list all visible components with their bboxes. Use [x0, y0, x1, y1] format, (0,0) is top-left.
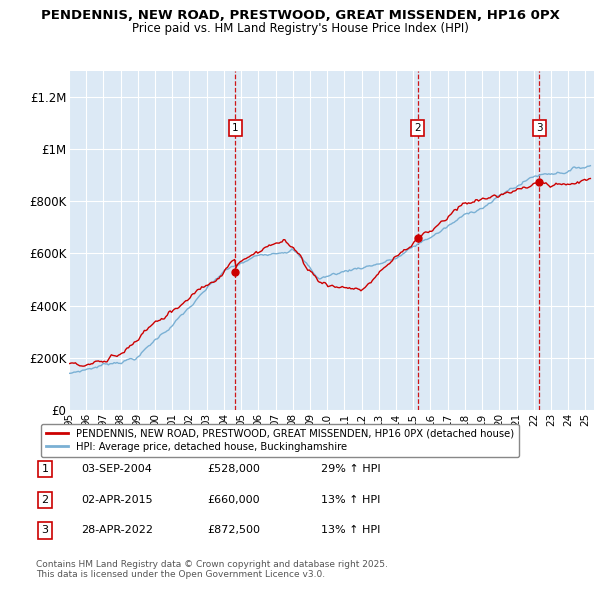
- Text: 13% ↑ HPI: 13% ↑ HPI: [321, 495, 380, 504]
- Text: £528,000: £528,000: [207, 464, 260, 474]
- Text: 1: 1: [232, 123, 239, 133]
- Text: 3: 3: [41, 526, 49, 535]
- Text: 29% ↑ HPI: 29% ↑ HPI: [321, 464, 380, 474]
- Text: Contains HM Land Registry data © Crown copyright and database right 2025.
This d: Contains HM Land Registry data © Crown c…: [36, 560, 388, 579]
- Text: £872,500: £872,500: [207, 526, 260, 535]
- Text: 13% ↑ HPI: 13% ↑ HPI: [321, 526, 380, 535]
- Text: 2: 2: [41, 495, 49, 504]
- Text: 3: 3: [536, 123, 543, 133]
- Text: 02-APR-2015: 02-APR-2015: [81, 495, 152, 504]
- Text: 2: 2: [414, 123, 421, 133]
- Text: 28-APR-2022: 28-APR-2022: [81, 526, 153, 535]
- Text: Price paid vs. HM Land Registry's House Price Index (HPI): Price paid vs. HM Land Registry's House …: [131, 22, 469, 35]
- Text: PENDENNIS, NEW ROAD, PRESTWOOD, GREAT MISSENDEN, HP16 0PX: PENDENNIS, NEW ROAD, PRESTWOOD, GREAT MI…: [41, 9, 559, 22]
- Text: 03-SEP-2004: 03-SEP-2004: [81, 464, 152, 474]
- Text: 1: 1: [41, 464, 49, 474]
- Legend: PENDENNIS, NEW ROAD, PRESTWOOD, GREAT MISSENDEN, HP16 0PX (detached house), HPI:: PENDENNIS, NEW ROAD, PRESTWOOD, GREAT MI…: [41, 424, 519, 457]
- Text: £660,000: £660,000: [207, 495, 260, 504]
